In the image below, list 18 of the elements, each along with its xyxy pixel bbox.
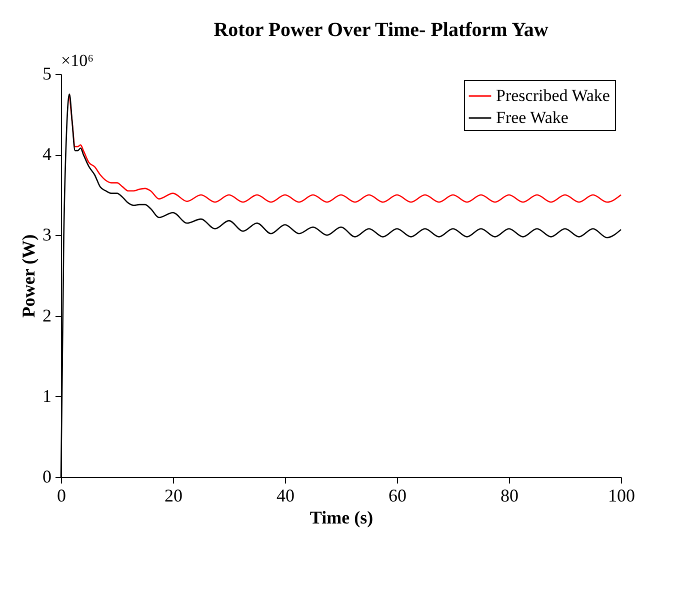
text: ×10⁶	[61, 51, 94, 70]
y-tick-label: 2	[42, 305, 52, 326]
y-tick-label: 4	[42, 144, 52, 164]
legend-label: Free Wake	[496, 108, 568, 127]
y-axis-title: Power (W)	[18, 234, 38, 318]
y-tick-label: 0	[42, 466, 52, 486]
x-tick-label: 40	[276, 486, 294, 506]
y-tick-label: 3	[42, 224, 52, 245]
x-tick-label: 20	[164, 486, 182, 506]
chart-title: Rotor Power Over Time- Platform Yaw	[214, 19, 549, 41]
x-axis-title: Time (s)	[310, 508, 374, 528]
legend-label: Prescribed Wake	[496, 86, 610, 105]
x-tick-label: 0	[57, 486, 66, 506]
x-tick-label: 100	[608, 486, 635, 506]
y-tick-label: 1	[42, 386, 52, 406]
y-tick-label: 5	[42, 64, 52, 84]
x-tick-label: 60	[388, 486, 406, 506]
x-tick-label: 80	[500, 486, 518, 506]
